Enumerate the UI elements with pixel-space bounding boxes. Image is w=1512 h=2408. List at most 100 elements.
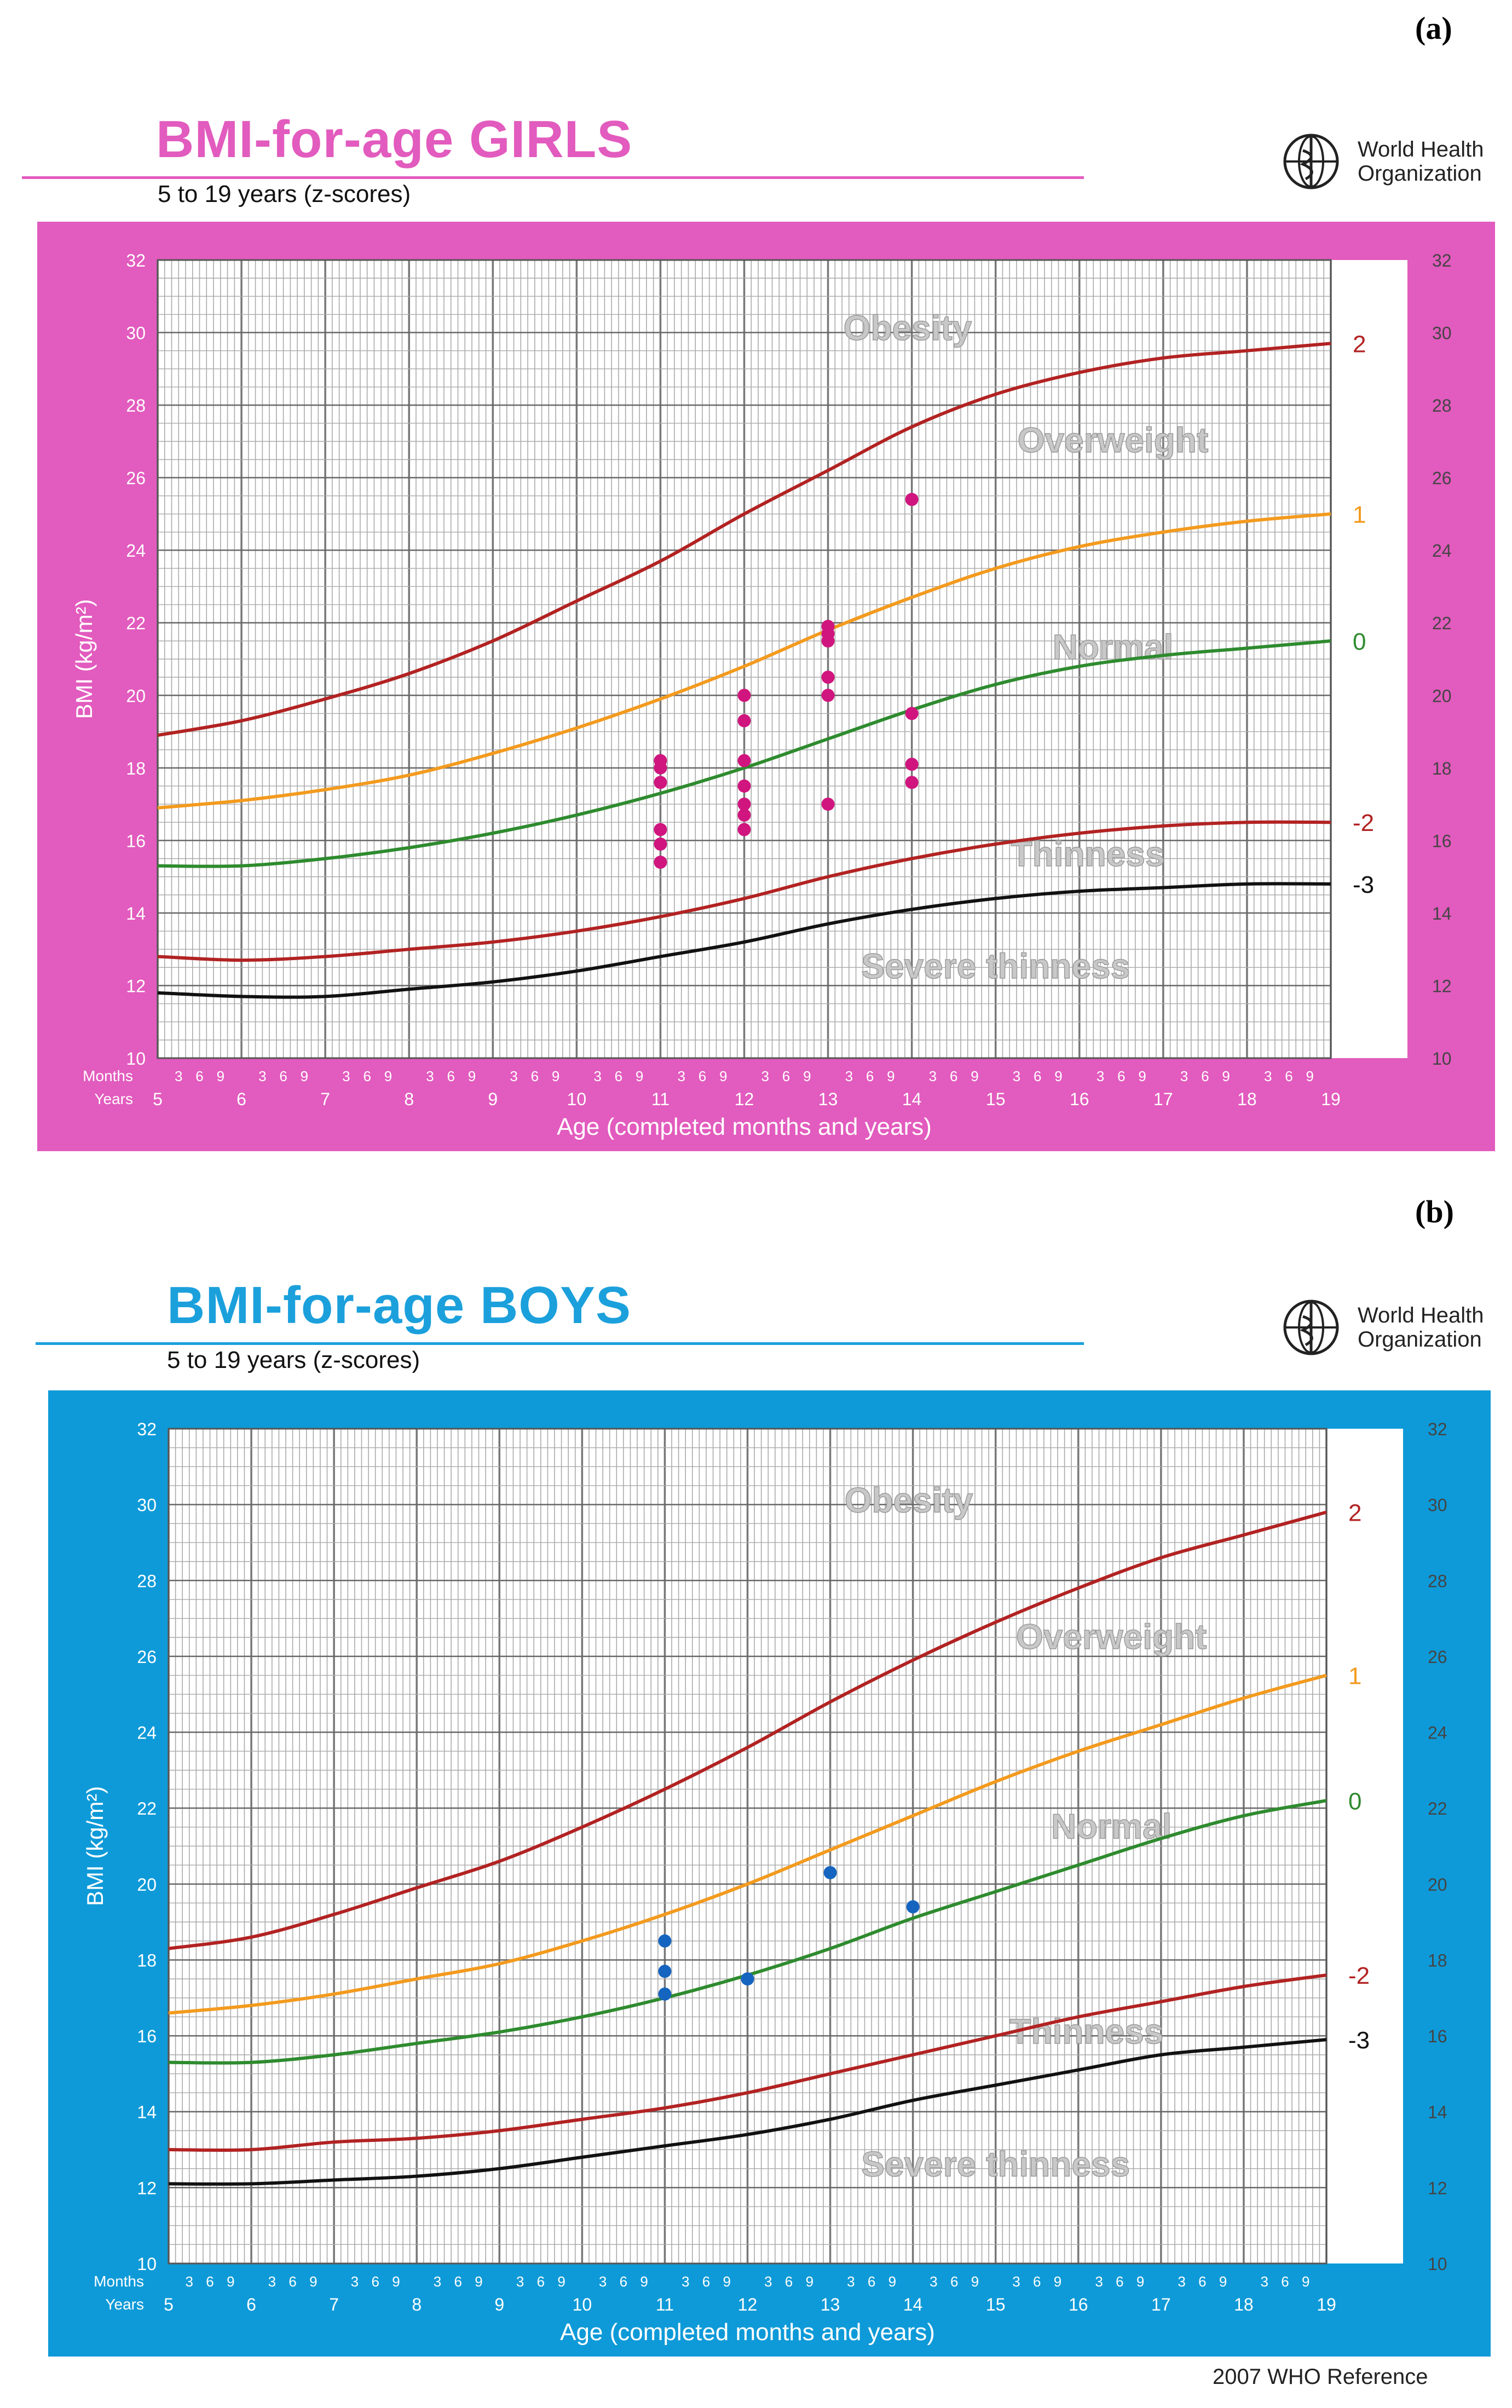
who-name-line2: Organization (1358, 1327, 1482, 1352)
x-tick-label: 15 (986, 1089, 1006, 1109)
zscore-curve-1 (168, 1673, 1327, 2015)
y-tick-label: 18 (137, 1950, 157, 1970)
x-tick-label: 18 (1234, 2295, 1254, 2314)
data-point (821, 671, 835, 684)
data-point (905, 776, 919, 789)
data-point (737, 689, 751, 702)
zscore-curve-2 (157, 342, 1331, 737)
x-tick-label: 5 (164, 2295, 174, 2314)
month-tick-label: 3 (426, 1068, 434, 1084)
data-point (654, 823, 667, 836)
zscore-label: 1 (1353, 501, 1366, 528)
zscore-label: -3 (1348, 2027, 1370, 2054)
y-tick-label-right: 14 (1428, 2103, 1447, 2122)
month-tick-label: 9 (640, 2273, 648, 2290)
month-tick-label: 3 (677, 1068, 685, 1084)
data-point (658, 1987, 672, 2001)
month-tick-label: 6 (950, 1068, 957, 1084)
month-tick-label: 3 (510, 1068, 517, 1084)
month-tick-label: 6 (1033, 2273, 1041, 2290)
x-tick-label: 12 (735, 1089, 754, 1109)
who-emblem-icon (1283, 134, 1339, 189)
who-logo-a: World Health Organization (1281, 129, 1484, 194)
month-tick-label: 6 (537, 2273, 545, 2290)
y-tick-label: 20 (137, 1875, 157, 1895)
month-tick-label: 3 (1012, 2273, 1020, 2290)
month-tick-label: 3 (930, 2273, 937, 2290)
reference-footer: 2007 WHO Reference (1213, 2365, 1428, 2389)
month-tick-label: 6 (782, 1068, 790, 1084)
y-tick-label: 26 (137, 1647, 157, 1667)
x-tick-label: 10 (567, 1089, 587, 1109)
month-tick-label: 3 (1013, 1068, 1020, 1084)
data-point (905, 758, 919, 771)
zscore-label: -2 (1348, 1962, 1370, 1989)
y-tick-label-right: 20 (1428, 1875, 1447, 1895)
month-tick-label: 3 (593, 1068, 601, 1084)
month-tick-label: 9 (636, 1068, 643, 1084)
y-tick-label: 24 (137, 1723, 157, 1743)
data-point (737, 823, 751, 836)
month-tick-label: 9 (301, 1068, 308, 1084)
y-tick-label-right: 22 (1428, 1799, 1447, 1818)
month-tick-label: 9 (384, 1068, 392, 1084)
who-name-line2: Organization (1358, 161, 1482, 186)
zscore-curve-1 (157, 512, 1331, 810)
y-tick-label: 30 (137, 1495, 157, 1515)
data-point (906, 1900, 920, 1914)
month-tick-label: 6 (363, 1068, 371, 1084)
x-tick-label: 6 (236, 1089, 246, 1109)
y-tick-label-right: 30 (1428, 1495, 1447, 1515)
month-tick-label: 6 (1201, 1068, 1209, 1084)
panel-label-b: (b) (1415, 1194, 1454, 1229)
month-tick-label: 9 (888, 2273, 896, 2290)
month-tick-label: 3 (845, 1068, 853, 1084)
zscore-curve-0 (157, 639, 1331, 868)
data-point (737, 798, 751, 811)
month-tick-label: 9 (309, 2273, 317, 2290)
region-label: Thinness (1009, 2012, 1163, 2051)
region-label: Overweight (1018, 420, 1209, 460)
month-tick-label: 3 (351, 2273, 359, 2290)
region-label: Severe thinness (861, 2145, 1130, 2184)
data-point (821, 689, 835, 702)
x-axis-label: Age (completed months and years) (560, 2319, 935, 2346)
month-tick-label: 9 (971, 2273, 979, 2290)
x-tick-label: 10 (573, 2295, 592, 2314)
region-label: Normal (1051, 1807, 1172, 1846)
month-tick-label: 3 (764, 2273, 772, 2290)
zscore-label: -2 (1353, 810, 1374, 836)
x-tick-label: 8 (412, 2295, 422, 2314)
region-label: Obesity (845, 1481, 973, 1520)
y-tick-label: 20 (126, 686, 146, 706)
x-axis-label: Age (completed months and years) (557, 1113, 932, 1140)
x-tick-label: 9 (488, 1089, 498, 1109)
month-tick-label: 9 (1222, 1068, 1230, 1084)
region-label: Overweight (1016, 1617, 1207, 1656)
y-tick-label-right: 16 (1428, 2026, 1447, 2046)
month-tick-label: 3 (1260, 2273, 1268, 2290)
zscore-curve-minus2 (168, 1973, 1327, 2152)
months-row-label: Months (94, 2273, 144, 2290)
y-tick-label: 12 (137, 2178, 157, 2198)
y-tick-label-right: 24 (1432, 541, 1452, 561)
month-tick-label: 6 (1117, 1068, 1125, 1084)
month-tick-label: 3 (682, 2273, 689, 2290)
who-logo-b: World Health Organization (1281, 1295, 1484, 1360)
y-tick-label-right: 32 (1428, 1419, 1447, 1439)
months-row-label: Months (83, 1067, 133, 1084)
y-tick-label: 32 (137, 1419, 157, 1439)
x-tick-label: 16 (1070, 1089, 1089, 1109)
y-tick-label-right: 28 (1428, 1571, 1447, 1591)
month-tick-label: 9 (1219, 2273, 1227, 2290)
region-label: Thinness (1011, 834, 1165, 874)
y-tick-label: 32 (126, 251, 146, 270)
month-tick-label: 6 (195, 1068, 203, 1084)
month-tick-label: 6 (866, 1068, 874, 1084)
x-tick-label: 13 (821, 2295, 840, 2314)
y-tick-label-right: 16 (1432, 831, 1452, 851)
month-tick-label: 3 (1264, 1068, 1272, 1084)
month-tick-label: 3 (175, 1068, 182, 1084)
month-tick-label: 9 (1136, 2273, 1144, 2290)
